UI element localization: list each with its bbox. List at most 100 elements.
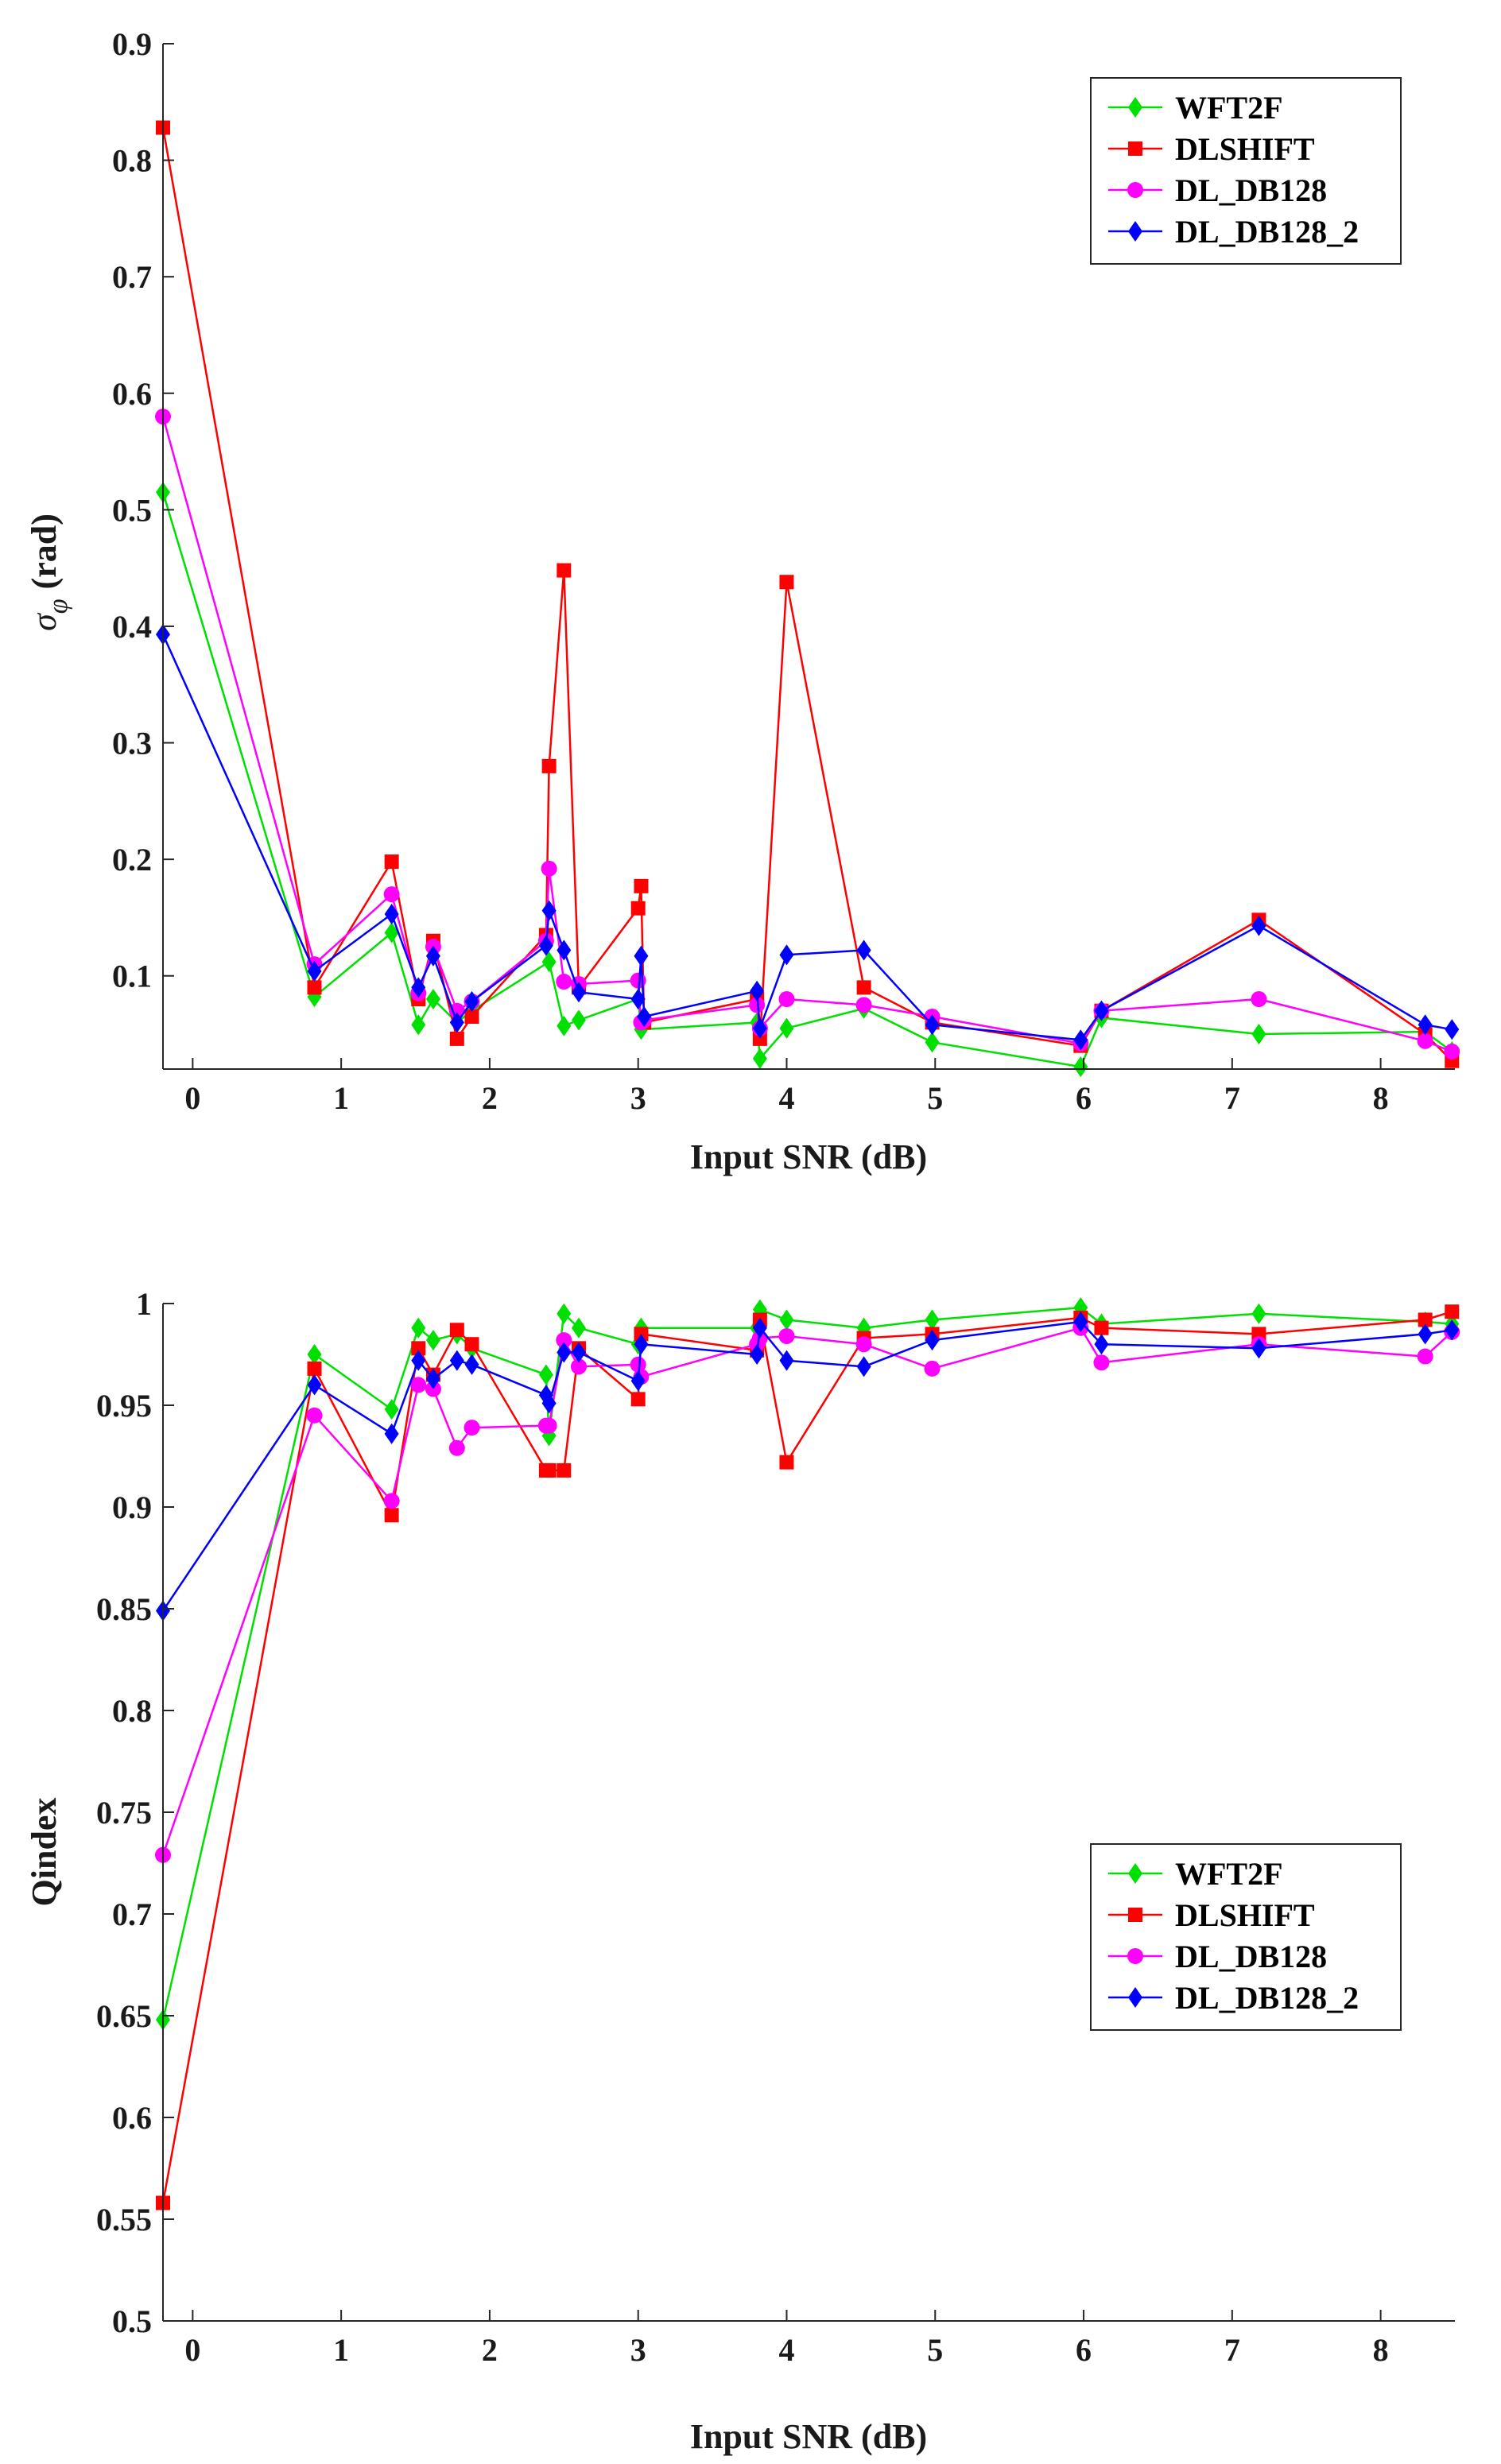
chart-0-point-dl_db128_2 (1445, 1019, 1460, 1040)
chart-0-y-axis-unit: (rad) (25, 513, 64, 589)
chart-0-point-dlshift (307, 980, 322, 995)
chart-1-legend: WFT2F DLSHIFT DL_DB128 DL_DB128_2 (1090, 1843, 1402, 2031)
chart-1-point-wft2f (384, 1399, 399, 1420)
chart-0-point-wft2f (925, 1032, 940, 1053)
chart-1-point-dl_db128_2 (752, 1317, 767, 1339)
chart-0-legend-label: DLSHIFT (1175, 131, 1315, 167)
chart-1-point-dl_db128_2 (411, 1350, 426, 1371)
chart-0-point-wft2f (384, 922, 399, 943)
chart-1-y-tick-label: 0.55 (96, 2202, 152, 2237)
chart-0-y-tick-label: 0.2 (112, 842, 152, 878)
chart-1-y-tick-label: 0.95 (96, 1388, 152, 1424)
chart-1-point-dl_db128_2 (541, 1393, 557, 1414)
chart-0-legend-entry: DL_DB128 (1108, 172, 1327, 208)
chart-1-legend-swatch-marker (1127, 1948, 1143, 1964)
chart-0-point-dlshift (464, 1009, 479, 1025)
chart-1-x-tick-label: 1 (333, 2332, 349, 2368)
chart-1-legend-entry: DL_DB128 (1108, 1939, 1327, 1974)
chart-1-legend-label: DL_DB128_2 (1175, 1980, 1359, 2016)
chart-1-point-wft2f (538, 1364, 553, 1385)
chart-0-legend-entry: DL_DB128_2 (1108, 214, 1359, 250)
chart-0-point-wft2f (411, 1014, 426, 1036)
chart-1-point-dl_db128 (410, 1377, 427, 1393)
chart-0-y-axis-subscript: φ (44, 599, 73, 614)
chart-0-point-dlshift (630, 901, 646, 916)
chart-0-point-dl_db128_2 (1094, 1000, 1109, 1021)
chart-0-point-dl_db128 (1251, 991, 1267, 1008)
chart-0-point-dl_db128_2 (856, 939, 871, 961)
chart-0-point-wft2f (779, 1017, 794, 1039)
chart-0-point-dlshift (557, 563, 572, 578)
chart-0-point-wft2f (425, 988, 440, 1010)
chart-1-point-dl_db128 (306, 1407, 323, 1424)
chart-1-point-dl_db128 (1093, 1354, 1110, 1371)
chart-1-point-dl_db128_2 (557, 1342, 572, 1363)
chart-1-point-dl_db128 (924, 1360, 941, 1377)
chart-0-y-tick-label: 0.6 (112, 376, 152, 412)
chart-0-point-wft2f (557, 1015, 572, 1036)
chart-0-y-tick-label: 0.9 (112, 26, 152, 62)
chart-1-y-axis-label: Qindex (25, 1798, 64, 1907)
chart-0-y-tick-label: 0.1 (112, 959, 152, 994)
chart-0-x-tick-label: 0 (184, 1080, 200, 1116)
chart-1-x-tick-label: 3 (630, 2332, 646, 2368)
chart-1-legend-entry: DLSHIFT (1108, 1897, 1315, 1933)
chart-1-series-dl_db128_2 (156, 1311, 1460, 1621)
chart-0-point-dl_db128 (1444, 1044, 1460, 1060)
chart-0-point-dl_db128 (448, 1002, 465, 1019)
chart-1-point-dlshift (449, 1323, 464, 1338)
chart-1-point-dlshift (630, 1392, 646, 1407)
chart-0-x-tick-label: 6 (1076, 1080, 1092, 1116)
chart-1-point-dl_db128_2 (750, 1343, 765, 1366)
chart-0-x-axis-label: Input SNR (dB) (690, 1137, 927, 1176)
chart-qindex: 0 1 2 3 4 5 6 7 8 0.5 0.55 0.6 0.65 0.7 0.75 0.8 0.85 0.9… (25, 1286, 1460, 2456)
chart-1-point-dlshift (779, 1455, 794, 1470)
chart-1-series (155, 1297, 1460, 2210)
chart-0-point-wft2f (1251, 1023, 1266, 1045)
chart-0-y-axis-label: σφ (rad) (25, 513, 73, 631)
chart-1-point-wft2f (425, 1330, 440, 1351)
chart-0-y-tick-label: 0.4 (112, 609, 152, 645)
chart-1-y-tick-label: 1 (136, 1286, 152, 1322)
chart-1-y-tick-label: 0.65 (96, 1998, 152, 2034)
chart-0-point-dl_db128 (541, 860, 557, 877)
chart-1-y-tick-label: 0.6 (112, 2100, 152, 2136)
chart-0-point-dl_db128_2 (637, 1005, 652, 1028)
chart-1-point-dl_db128_2 (307, 1374, 322, 1396)
chart-0-point-dlshift (541, 758, 557, 773)
chart-1-point-wft2f (411, 1317, 426, 1339)
chart-1-point-dl_db128_2 (1418, 1323, 1433, 1345)
chart-0-x-tick-label: 2 (482, 1080, 498, 1116)
chart-0-point-wft2f (571, 1009, 586, 1031)
chart-1-x-axis-label: Input SNR (dB) (690, 2417, 927, 2456)
chart-0-legend-entry: WFT2F (1108, 90, 1283, 126)
chart-0-legend-entry: DLSHIFT (1108, 131, 1315, 167)
chart-0-point-wft2f (541, 951, 557, 973)
chart-1-legend-entry: WFT2F (1108, 1856, 1283, 1892)
chart-1-point-dl_db128_2 (571, 1342, 586, 1363)
chart-0-point-dl_db128_2 (571, 982, 586, 1003)
chart-0-point-dl_db128_2 (411, 977, 426, 998)
chart-1-point-dl_db128 (541, 1417, 557, 1434)
chart-1-x-tick-label: 7 (1224, 2332, 1240, 2368)
chart-1-legend-entry: DL_DB128_2 (1108, 1980, 1359, 2016)
chart-1-point-wft2f (571, 1317, 586, 1339)
chart-0-point-dl_db128_2 (779, 944, 794, 966)
chart-0-y-tick-label: 0.3 (112, 726, 152, 761)
chart-1-point-dlshift (1418, 1312, 1433, 1327)
chart-0-point-dl_db128 (778, 991, 795, 1008)
chart-0-legend-label: WFT2F (1175, 90, 1283, 126)
chart-1-point-dl_db128_2 (1251, 1338, 1266, 1359)
chart-0-point-dlshift (449, 1031, 464, 1046)
chart-1-point-dl_db128_2 (1445, 1319, 1460, 1341)
chart-0-y-tick-label: 0.7 (112, 259, 152, 295)
chart-0-legend-swatch-marker (1128, 141, 1142, 156)
chart-1-point-wft2f (779, 1309, 794, 1331)
chart-0-point-dl_db128_2 (464, 990, 479, 1013)
chart-1-x-tick-label: 8 (1373, 2332, 1389, 2368)
chart-1-legend-box (1090, 1843, 1402, 2031)
chart-1-point-dl_db128_2 (634, 1334, 649, 1355)
chart-1-x-tick-label: 5 (927, 2332, 943, 2368)
